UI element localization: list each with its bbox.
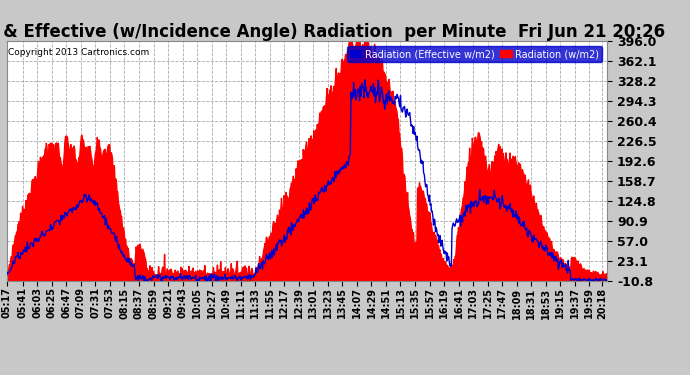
Title: Solar & Effective (w/Incidence Angle) Radiation  per Minute  Fri Jun 21 20:26: Solar & Effective (w/Incidence Angle) Ra… [0,23,665,41]
Legend: Radiation (Effective w/m2), Radiation (w/m2): Radiation (Effective w/m2), Radiation (w… [347,46,602,62]
Text: Copyright 2013 Cartronics.com: Copyright 2013 Cartronics.com [8,48,149,57]
